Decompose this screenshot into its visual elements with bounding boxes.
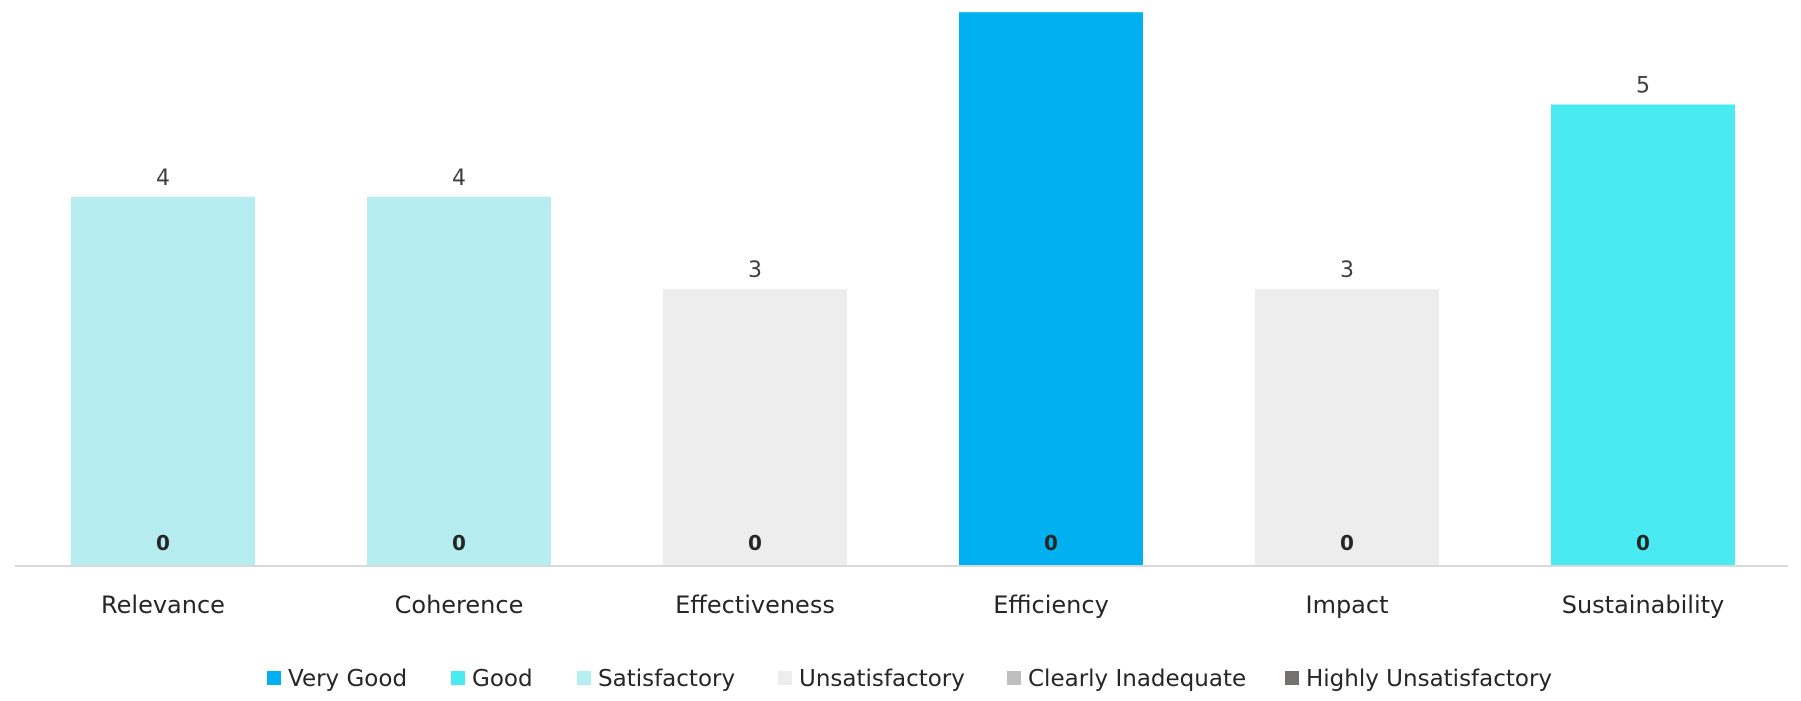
legend-swatch-clearly-inadequate <box>1007 671 1021 685</box>
category-label-efficiency: Efficiency <box>993 591 1109 619</box>
base-label-coherence: 0 <box>452 531 466 555</box>
legend-swatch-satisfactory <box>577 671 591 685</box>
legend-label-unsatisfactory: Unsatisfactory <box>799 666 965 692</box>
legend-swatch-good <box>451 671 465 685</box>
legend-swatch-highly-unsatisfactory <box>1285 671 1299 685</box>
legend-swatch-unsatisfactory <box>778 671 792 685</box>
legend-label-clearly-inadequate: Clearly Inadequate <box>1028 666 1246 692</box>
bar-coherence <box>367 196 551 567</box>
base-label-impact: 0 <box>1340 531 1354 555</box>
category-label-relevance: Relevance <box>101 591 225 619</box>
base-label-efficiency: 0 <box>1044 531 1058 555</box>
legend-label-very-good: Very Good <box>288 666 407 692</box>
base-label-effectiveness: 0 <box>748 531 762 555</box>
bar-efficiency <box>959 12 1143 566</box>
category-label-effectiveness: Effectiveness <box>675 591 835 619</box>
base-label-relevance: 0 <box>156 531 170 555</box>
category-label-sustainability: Sustainability <box>1562 591 1725 619</box>
value-label-impact: 3 <box>1340 258 1354 283</box>
category-label-coherence: Coherence <box>395 591 524 619</box>
legend-label-satisfactory: Satisfactory <box>598 666 735 692</box>
category-label-impact: Impact <box>1305 591 1388 619</box>
bars-layer <box>71 12 1735 567</box>
legend-label-highly-unsatisfactory: Highly Unsatisfactory <box>1306 666 1552 692</box>
bar-sustainability <box>1551 104 1735 566</box>
value-label-effectiveness: 3 <box>748 258 762 283</box>
legend-label-good: Good <box>472 666 533 692</box>
bar-impact <box>1255 289 1439 566</box>
value-label-relevance: 4 <box>156 166 170 191</box>
base-label-sustainability: 0 <box>1636 531 1650 555</box>
bar-effectiveness <box>663 289 847 566</box>
legend: Very Good Good Satisfactory Unsatisfactory C… <box>267 666 1552 692</box>
bar-relevance <box>71 196 255 567</box>
value-label-coherence: 4 <box>452 166 466 191</box>
labels-layer: 4 0 Relevance 4 0 Coherence 3 0 Effectiveness 0 Ef… <box>101 74 1724 620</box>
legend-swatch-very-good <box>267 671 281 685</box>
value-label-sustainability: 5 <box>1636 74 1650 99</box>
